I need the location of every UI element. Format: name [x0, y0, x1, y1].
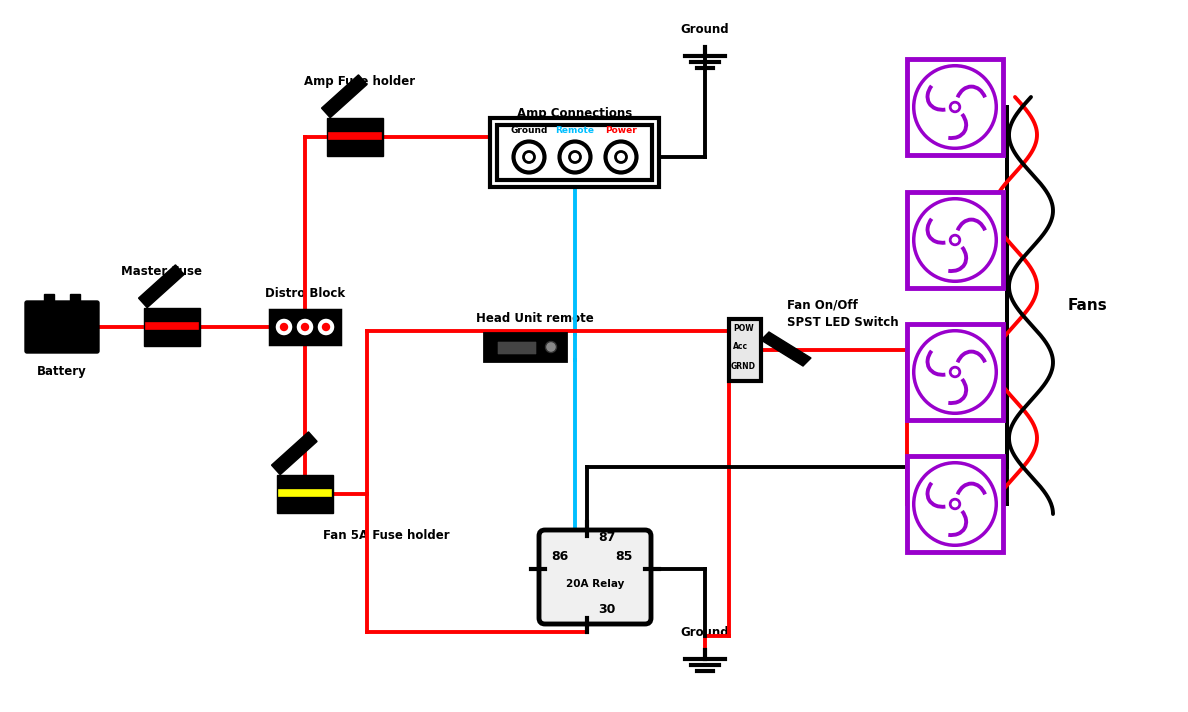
Circle shape	[302, 323, 309, 330]
FancyBboxPatch shape	[906, 192, 1003, 288]
Text: 85: 85	[615, 550, 632, 563]
FancyBboxPatch shape	[539, 530, 651, 624]
Text: GRND: GRND	[731, 362, 756, 371]
Text: SPST LED Switch: SPST LED Switch	[786, 316, 898, 329]
Text: Ground: Ground	[681, 626, 729, 639]
FancyBboxPatch shape	[906, 324, 1003, 420]
FancyBboxPatch shape	[270, 310, 340, 344]
Text: Power: Power	[605, 126, 637, 135]
Text: POW: POW	[733, 324, 753, 333]
Circle shape	[914, 199, 997, 281]
Text: Ground: Ground	[681, 23, 729, 36]
Polygon shape	[139, 265, 184, 308]
Circle shape	[322, 323, 329, 330]
Circle shape	[914, 463, 997, 545]
FancyBboxPatch shape	[25, 301, 99, 353]
FancyBboxPatch shape	[729, 319, 762, 381]
Text: Ground: Ground	[511, 126, 548, 135]
Circle shape	[545, 342, 556, 352]
Text: Fans: Fans	[1068, 298, 1107, 313]
Circle shape	[950, 235, 960, 245]
FancyBboxPatch shape	[906, 456, 1003, 552]
Circle shape	[950, 499, 960, 509]
Circle shape	[914, 66, 997, 148]
Polygon shape	[762, 332, 811, 366]
Circle shape	[280, 323, 287, 330]
Text: Master Fuse: Master Fuse	[121, 265, 202, 278]
Circle shape	[914, 330, 997, 413]
Circle shape	[316, 317, 336, 337]
Circle shape	[560, 142, 590, 172]
Text: Head Unit remote: Head Unit remote	[476, 312, 594, 325]
Circle shape	[274, 317, 293, 337]
FancyBboxPatch shape	[491, 117, 659, 187]
Text: Acc: Acc	[733, 342, 748, 351]
Circle shape	[606, 142, 637, 172]
Circle shape	[950, 367, 960, 377]
Text: Amp Connections: Amp Connections	[518, 107, 633, 120]
Text: 86: 86	[551, 550, 568, 563]
FancyBboxPatch shape	[497, 341, 537, 355]
Circle shape	[524, 152, 535, 162]
Circle shape	[950, 103, 960, 112]
FancyBboxPatch shape	[906, 59, 1003, 155]
Polygon shape	[322, 75, 367, 117]
Circle shape	[513, 142, 544, 172]
Text: 20A Relay: 20A Relay	[565, 579, 624, 589]
Text: Remote: Remote	[556, 126, 594, 135]
Text: Fan 5A Fuse holder: Fan 5A Fuse holder	[323, 529, 449, 542]
Circle shape	[295, 317, 315, 337]
Text: Battery: Battery	[37, 365, 87, 378]
Text: 30: 30	[598, 603, 615, 616]
FancyBboxPatch shape	[278, 475, 333, 513]
FancyBboxPatch shape	[145, 308, 200, 346]
FancyBboxPatch shape	[484, 333, 565, 361]
Bar	[44, 294, 53, 303]
Circle shape	[615, 152, 626, 162]
Polygon shape	[272, 432, 317, 475]
Text: Distro Block: Distro Block	[265, 287, 345, 300]
Bar	[70, 294, 80, 303]
FancyBboxPatch shape	[498, 125, 652, 179]
Text: Fan On/Off: Fan On/Off	[786, 298, 858, 311]
Circle shape	[569, 152, 581, 162]
FancyBboxPatch shape	[328, 117, 383, 157]
Text: 87: 87	[598, 531, 615, 544]
Text: Amp Fuse holder: Amp Fuse holder	[304, 75, 416, 88]
